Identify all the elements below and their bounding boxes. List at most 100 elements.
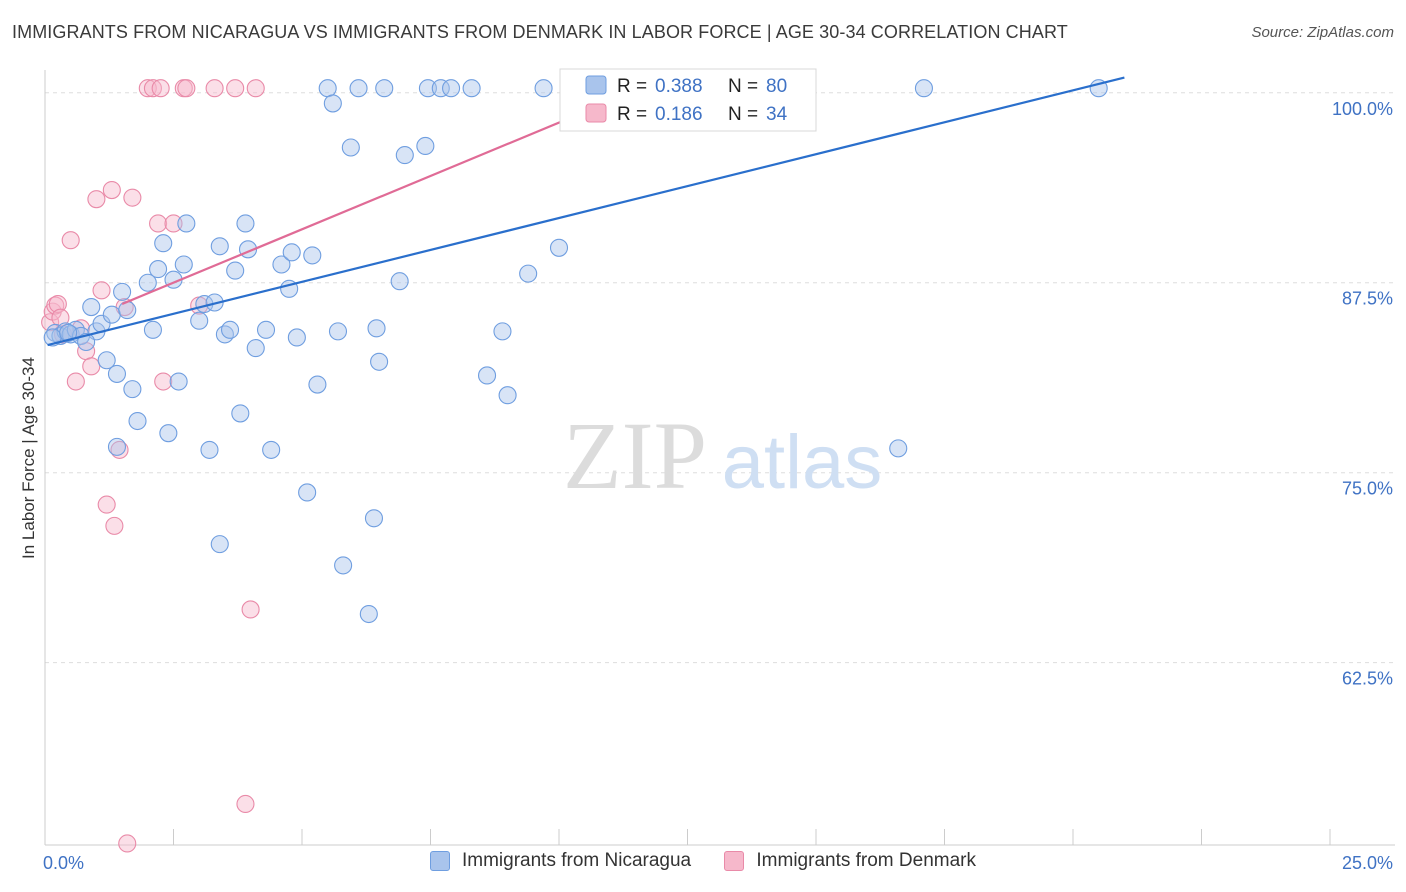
nicaragua-point: [889, 439, 908, 458]
denmark-point: [110, 440, 129, 459]
nicaragua-point: [418, 79, 437, 98]
nicaragua-point: [442, 79, 461, 98]
stats-r-value: 0.388: [655, 76, 703, 97]
denmark-point: [143, 79, 162, 98]
stats-n-label: N =: [728, 104, 758, 125]
denmark-point: [236, 794, 255, 814]
nicaragua-point: [102, 305, 121, 324]
x-tick-label-min: 0.0%: [43, 853, 84, 873]
legend: Immigrants from Nicaragua Immigrants fro…: [0, 850, 1406, 877]
nicaragua-point: [210, 535, 229, 554]
denmark-point: [154, 372, 173, 391]
y-tick-labels: 62.5% 75.0% 87.5% 100.0%: [1332, 99, 1393, 689]
stats-n-value: 34: [766, 104, 788, 125]
nicaragua-point: [210, 237, 229, 256]
nicaragua-point: [246, 339, 265, 358]
denmark-point: [241, 600, 260, 619]
nicaragua-point: [169, 372, 188, 391]
nicaragua-point: [113, 282, 132, 301]
nicaragua-point: [462, 79, 481, 98]
nicaragua-point: [493, 322, 512, 341]
nicaragua-point: [287, 328, 306, 347]
nicaragua-point: [367, 319, 386, 338]
nicaragua-point: [341, 138, 360, 157]
nicaragua-point: [431, 79, 450, 98]
nicaragua-point: [498, 386, 517, 405]
nicaragua-point: [395, 146, 414, 165]
nicaragua-point: [549, 238, 569, 257]
denmark-point: [118, 834, 137, 853]
x-tick-labels: 0.0% 25.0%: [43, 853, 1393, 873]
nicaragua-point: [220, 320, 240, 339]
denmark-point: [226, 79, 245, 98]
denmark-point: [151, 79, 170, 98]
nicaragua-point: [107, 364, 127, 383]
denmark-point: [105, 516, 124, 535]
nicaragua-point: [262, 440, 281, 459]
nicaragua-point: [77, 332, 96, 352]
nicaragua-point: [534, 79, 553, 98]
nicaragua-point: [226, 261, 245, 280]
nicaragua-point: [416, 136, 435, 156]
nicaragua-point: [59, 323, 78, 342]
y-axis-label: In Labor Force | Age 30-34: [19, 357, 38, 559]
denmark-point: [66, 372, 85, 391]
nicaragua-point: [190, 311, 209, 330]
y-tick-label: 100.0%: [1332, 99, 1393, 119]
y-tick-label: 75.0%: [1342, 479, 1393, 499]
denmark-point: [205, 79, 224, 98]
axes: [44, 70, 1395, 846]
nicaragua-point: [349, 79, 368, 98]
stats-n-value: 80: [766, 76, 787, 97]
nicaragua-point: [477, 366, 497, 385]
nicaragua-point: [177, 214, 196, 233]
nicaragua-point: [128, 411, 147, 431]
denmark-point: [164, 214, 183, 233]
nicaragua-point: [390, 272, 409, 291]
nicaragua-point: [323, 94, 342, 113]
y-tick-label: 62.5%: [1342, 669, 1393, 689]
stats-r-label: R =: [617, 104, 647, 125]
nicaragua-point: [154, 234, 173, 253]
nicaragua-point: [334, 556, 353, 575]
nicaragua-point: [308, 375, 327, 394]
denmark-point: [138, 79, 157, 98]
stats-swatch-pink: [585, 103, 607, 123]
nicaragua-point: [328, 322, 348, 341]
y-tick-label: 87.5%: [1342, 289, 1393, 309]
x-tick-label-max: 25.0%: [1342, 853, 1393, 873]
denmark-point: [123, 188, 142, 207]
nicaragua-point: [123, 380, 142, 399]
nicaragua-point: [303, 246, 322, 265]
stats-box: R = 0.388 N = 80 R = 0.186 N = 34: [559, 68, 817, 132]
legend-swatch-blue: [429, 851, 450, 871]
stats-r-label: R =: [617, 76, 647, 97]
nicaragua-point: [159, 424, 178, 443]
denmark-point: [82, 357, 101, 376]
legend-item-denmark[interactable]: Immigrants from Denmark: [724, 850, 976, 872]
denmark-point: [97, 495, 116, 514]
stats-n-label: N =: [728, 76, 758, 97]
nicaragua-point: [272, 255, 291, 274]
stats-r-value: 0.186: [655, 104, 703, 125]
nicaragua-point: [318, 79, 337, 98]
nicaragua-point: [143, 320, 162, 339]
nicaragua-point: [118, 301, 137, 320]
watermark: ZIP atlas: [563, 402, 882, 509]
nicaragua-point: [256, 320, 276, 339]
nicaragua-point: [282, 243, 301, 262]
nicaragua-point: [370, 352, 389, 371]
legend-item-nicaragua[interactable]: Immigrants from Nicaragua: [429, 850, 692, 872]
nicaragua-point: [359, 604, 378, 624]
denmark-point: [92, 281, 111, 300]
nicaragua-point: [298, 483, 317, 502]
denmark-point: [102, 180, 121, 200]
nicaragua-point: [914, 79, 933, 98]
legend-label-nicaragua: Immigrants from Nicaragua: [461, 850, 692, 871]
nicaragua-point: [107, 437, 127, 456]
denmark-point: [246, 79, 265, 98]
nicaragua-point: [149, 260, 168, 279]
source-label: Source: ZipAtlas.com: [1251, 24, 1394, 41]
denmark-point: [48, 294, 67, 314]
denmark-point: [149, 214, 168, 233]
